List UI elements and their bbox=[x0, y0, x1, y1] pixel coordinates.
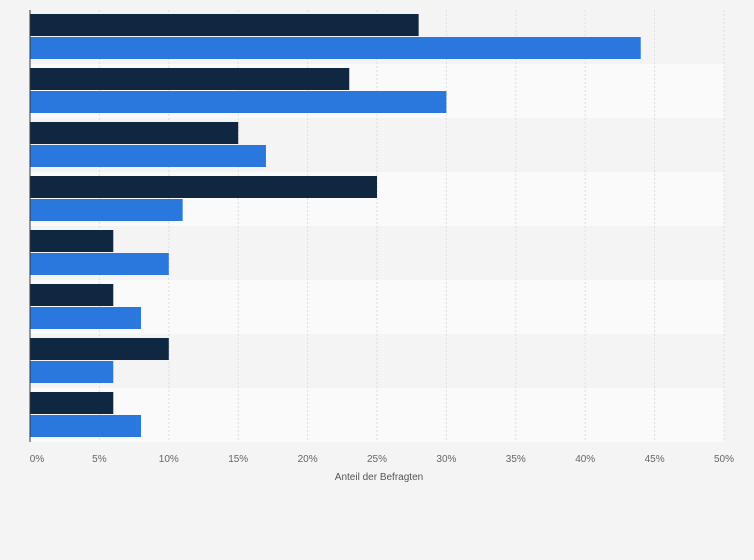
bar-series-1-row-8[interactable] bbox=[30, 392, 114, 414]
bar-series-2-row-3[interactable] bbox=[30, 145, 266, 167]
x-tick-label: 45% bbox=[645, 454, 665, 465]
bar-series-2-row-8[interactable] bbox=[30, 415, 142, 437]
bar-series-2-row-6[interactable] bbox=[30, 307, 142, 329]
x-tick-label: 30% bbox=[436, 454, 456, 465]
x-tick-label: 25% bbox=[367, 454, 387, 465]
x-tick-label: 35% bbox=[506, 454, 526, 465]
bar-series-2-row-5[interactable] bbox=[30, 253, 169, 275]
x-tick-label: 5% bbox=[92, 454, 107, 465]
x-tick-label: 20% bbox=[298, 454, 318, 465]
x-axis-title: Anteil der Befragten bbox=[335, 472, 423, 483]
bar-series-1-row-6[interactable] bbox=[30, 284, 114, 306]
bar-series-1-row-7[interactable] bbox=[30, 338, 169, 360]
x-tick-label: 15% bbox=[228, 454, 248, 465]
bar-series-1-row-2[interactable] bbox=[30, 68, 350, 90]
x-axis-ticks: 0% 5% 10% 15% 20% 25% 30% 35% 40% 45% 50% bbox=[30, 454, 734, 465]
x-tick-label: 10% bbox=[159, 454, 179, 465]
bar-series-2-row-1[interactable] bbox=[30, 37, 641, 59]
bar-series-2-row-4[interactable] bbox=[30, 199, 183, 221]
bar-series-2-row-7[interactable] bbox=[30, 361, 114, 383]
bar-series-1-row-3[interactable] bbox=[30, 122, 239, 144]
x-tick-label: 40% bbox=[575, 454, 595, 465]
bar-series-1-row-4[interactable] bbox=[30, 176, 377, 198]
bar-series-1-row-5[interactable] bbox=[30, 230, 114, 252]
bar-series-1-row-1[interactable] bbox=[30, 14, 419, 36]
bar-series-2-row-2[interactable] bbox=[30, 91, 447, 113]
x-tick-label: 50% bbox=[714, 454, 734, 465]
bars bbox=[30, 14, 641, 437]
x-tick-label: 0% bbox=[30, 454, 45, 465]
